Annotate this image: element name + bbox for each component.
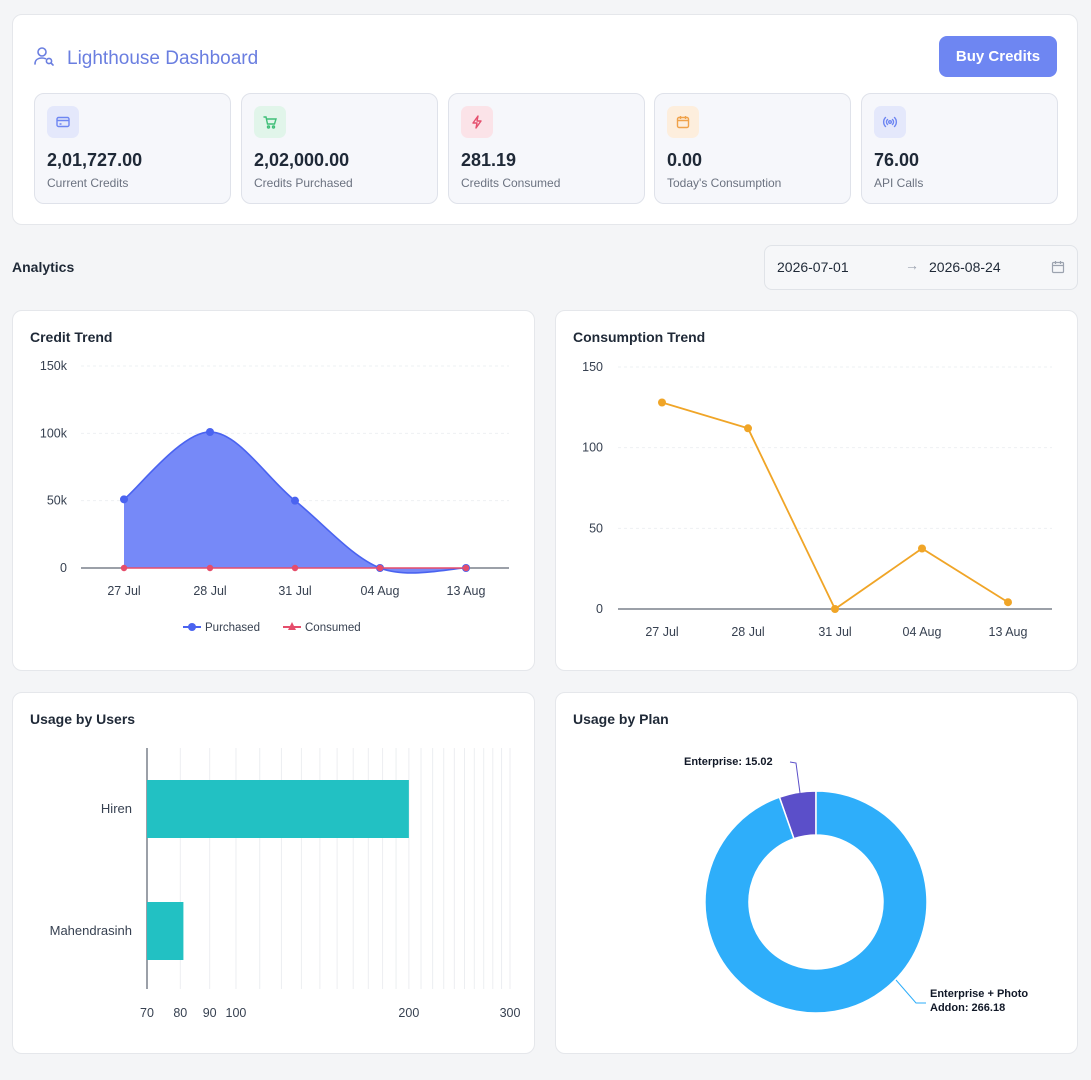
consumption-point	[831, 605, 839, 613]
stat-label: Credits Purchased	[254, 176, 353, 190]
chart-title: Credit Trend	[30, 329, 113, 345]
consumed-point	[376, 564, 384, 572]
x-tick-label: 04 Aug	[361, 584, 400, 598]
broadcast-icon	[874, 106, 906, 138]
leader-line	[895, 979, 926, 1004]
chart-title: Usage by Plan	[573, 711, 669, 727]
lightning-icon	[461, 106, 493, 138]
stat-card-credits-consumed: 281.19 Credits Consumed	[448, 93, 645, 204]
stat-card-api-calls: 76.00 API Calls	[861, 93, 1058, 204]
credit-trend-card: Credit Trend 0 50k 100k 150k 27 Jul 28 Jul 31 …	[12, 310, 535, 671]
stat-value: 281.19	[461, 150, 517, 170]
page-title: Lighthouse Dashboard	[67, 47, 259, 69]
purchased-point	[206, 427, 214, 436]
pie-label-enterprise: Enterprise: 15.02	[684, 756, 773, 768]
consumption-trend-chart: 0 50 100 150 27 Jul 28 Jul 31 Jul 04 Aug 13 Aug	[582, 360, 1052, 639]
x-tick-label: 31 Jul	[818, 625, 851, 639]
stat-label: Current Credits	[47, 176, 129, 190]
y-tick-label: Hiren	[101, 801, 132, 816]
date-end-input[interactable]: 2026-08-24	[929, 259, 1001, 275]
y-tick-label: 150k	[40, 359, 68, 373]
analytics-title: Analytics	[12, 259, 75, 275]
stat-card-current-credits: 2,01,727.00 Current Credits	[34, 93, 231, 204]
stat-value: 2,02,000.00	[254, 150, 350, 170]
purchased-point	[120, 495, 128, 504]
stat-value: 0.00	[667, 150, 703, 170]
pie-label-photo-addon-line2: Addon: 266.18	[930, 1002, 1005, 1014]
consumed-point	[206, 564, 214, 572]
header-card: Lighthouse Dashboard Buy Credits 2,01,72…	[12, 14, 1078, 225]
y-tick-label: Mahendrasinh	[50, 923, 132, 938]
x-tick-label: 27 Jul	[645, 625, 678, 639]
consumption-line	[661, 401, 1009, 611]
y-tick-label: 100k	[40, 426, 68, 440]
x-tick-label: 70	[140, 1006, 154, 1020]
consumed-point	[291, 564, 299, 572]
legend-consumed-triangle	[288, 622, 296, 630]
brand: Lighthouse Dashboard	[33, 45, 258, 72]
pie-label-photo-addon-line1: Enterprise + Photo	[930, 988, 1028, 1000]
y-tick-label: 50k	[47, 494, 68, 508]
stat-label: API Calls	[874, 176, 924, 190]
consumed-point	[120, 564, 128, 572]
y-tick-label: 50	[589, 521, 603, 535]
x-tick-label: 300	[500, 1006, 521, 1020]
x-tick-label: 80	[173, 1006, 187, 1020]
bar-mahendrasinh	[147, 902, 184, 960]
y-tick-label: 100	[582, 441, 603, 455]
y-tick-label: 0	[60, 561, 67, 575]
consumption-point	[918, 544, 926, 553]
legend-purchased-dot	[188, 623, 196, 631]
x-tick-label: 28 Jul	[193, 584, 226, 598]
x-tick-label: 100	[226, 1006, 247, 1020]
usage-by-plan-card: Usage by Plan Enterprise: 15.02 Enterpris…	[555, 692, 1078, 1054]
stat-card-todays-consumption: 0.00 Today's Consumption	[654, 93, 851, 204]
consumption-trend-card: Consumption Trend 0 50 100 150 27 Jul 28 Jul 3…	[555, 310, 1078, 671]
stat-card-credits-purchased: 2,02,000.00 Credits Purchased	[241, 93, 438, 204]
stat-label: Credits Consumed	[461, 176, 561, 190]
usage-by-plan-chart: Enterprise: 15.02 Enterprise + Photo Addon…	[684, 756, 1028, 1014]
usage-by-users-chart: 70 80 90 100 200 300 Hiren Mahendrasinh	[50, 748, 521, 1020]
arrow-right-icon: →	[905, 257, 919, 273]
user-search-icon	[33, 45, 55, 72]
x-tick-label: 28 Jul	[731, 625, 764, 639]
date-start-input[interactable]: 2026-07-01	[777, 259, 849, 275]
credit-card-icon	[47, 106, 79, 138]
credit-trend-chart: 0 50k 100k 150k 27 Jul 28 Jul 31 Jul 04 Aug 13 A…	[40, 359, 509, 634]
purchased-point	[291, 496, 299, 505]
bar-hiren	[147, 780, 409, 838]
x-tick-label: 13 Aug	[989, 625, 1028, 639]
cart-icon	[254, 106, 286, 138]
x-tick-label: 31 Jul	[278, 584, 311, 598]
calendar-icon[interactable]	[1051, 260, 1065, 277]
x-tick-label: 27 Jul	[107, 584, 140, 598]
y-tick-label: 150	[582, 360, 603, 374]
slice-enterprise-photo-addon	[704, 790, 928, 1014]
chart-title: Usage by Users	[30, 711, 136, 727]
x-tick-label: 200	[398, 1006, 419, 1020]
consumption-point	[658, 398, 666, 407]
usage-by-users-card: Usage by Users 70 80 90 100 200 300 Hiren Mahen…	[12, 692, 535, 1054]
calendar-icon	[667, 106, 699, 138]
legend-purchased-label: Purchased	[205, 622, 260, 634]
stat-value: 2,01,727.00	[47, 150, 143, 170]
x-tick-label: 04 Aug	[903, 625, 942, 639]
date-range-picker[interactable]: 2026-07-01 → 2026-08-24	[764, 245, 1078, 290]
consumed-point	[462, 564, 470, 572]
leader-line	[789, 761, 801, 794]
chart-title: Consumption Trend	[573, 329, 706, 345]
x-tick-label: 90	[203, 1006, 217, 1020]
consumption-point	[1004, 598, 1012, 607]
y-tick-label: 0	[596, 602, 603, 616]
legend-consumed-label: Consumed	[305, 622, 361, 634]
consumption-point	[744, 424, 752, 433]
x-tick-label: 13 Aug	[447, 584, 486, 598]
stat-value: 76.00	[874, 150, 920, 170]
buy-credits-button[interactable]: Buy Credits	[939, 36, 1057, 77]
stat-label: Today's Consumption	[667, 176, 782, 190]
